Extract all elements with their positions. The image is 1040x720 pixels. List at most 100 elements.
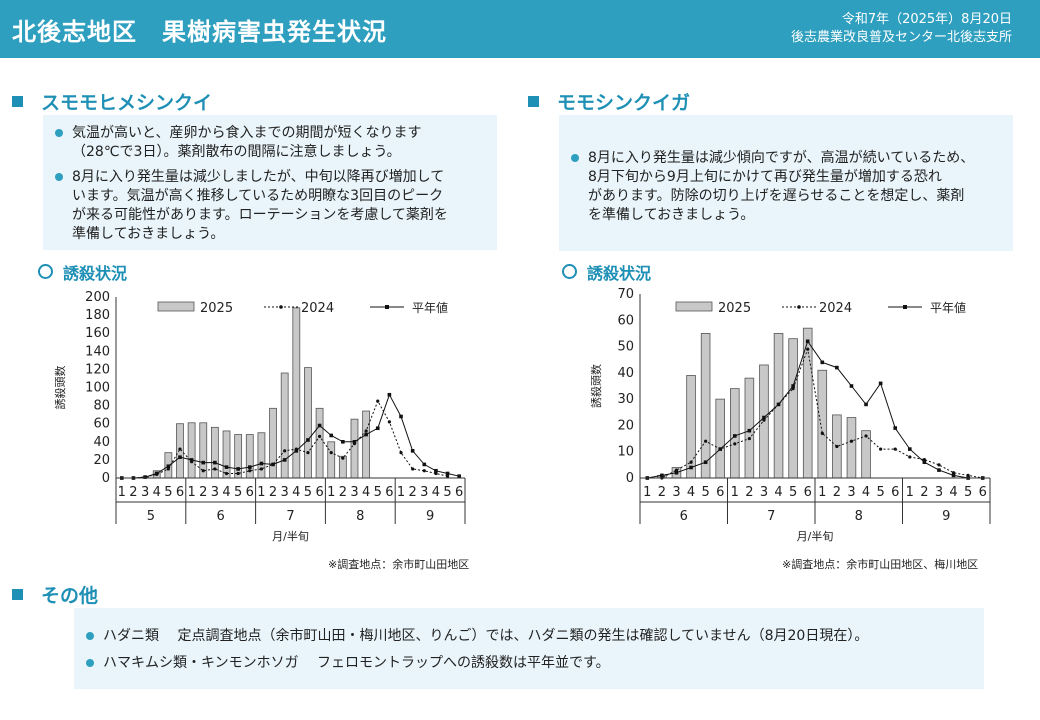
y-tick-label: 60	[93, 417, 110, 432]
point-average	[247, 465, 252, 469]
x-tick-label: 2	[199, 485, 207, 500]
x-tick-label: 5	[701, 485, 709, 500]
x-tick-label: 3	[760, 485, 768, 500]
y-tick-label: 40	[93, 435, 110, 450]
point-2024	[893, 447, 897, 451]
point-2024	[849, 439, 854, 443]
y-tick-label: 0	[626, 471, 634, 486]
y-tick-label: 40	[617, 366, 634, 381]
square-bullet-icon	[12, 96, 23, 107]
bullet-other-2: ハマキムシ類・キンモンホソガ フェロモントラップへの誘殺数は平年並です。	[86, 654, 973, 673]
x-tick-label: 6	[979, 485, 987, 500]
bullet-other-1: ハダニ類 定点調査地点（余市町山田・梅川地区、りんご）では、ハダニ類の発生は確認…	[86, 627, 973, 646]
point-average	[718, 447, 723, 451]
point-2024	[951, 471, 956, 475]
section-title-text: モモシンクイガ	[557, 92, 691, 114]
point-average	[329, 433, 334, 438]
legend-label-2025: 2025	[718, 301, 751, 316]
x-tick-label: 3	[211, 485, 219, 500]
y-axis-label: 誘殺頭数	[53, 366, 67, 410]
bar-2025	[187, 422, 196, 479]
point-average	[445, 471, 450, 476]
x-tick-label: 4	[862, 485, 870, 500]
info-box-momo	[559, 115, 1013, 251]
point-average	[387, 392, 392, 397]
x-tick-label: 6	[385, 485, 393, 500]
x-axis-label: 月/半旬	[797, 529, 834, 543]
point-average	[143, 475, 147, 479]
text-line: （28℃で3日）。薬剤散布の間隔に注意しましょう。	[72, 144, 401, 160]
x-tick-label: 3	[281, 485, 289, 500]
point-average	[201, 460, 206, 465]
bar-2025	[362, 410, 371, 479]
y-tick-label: 140	[85, 344, 110, 359]
point-2024	[806, 347, 810, 351]
point-2024	[248, 469, 252, 473]
point-2024	[422, 469, 426, 473]
point-average	[375, 426, 380, 431]
point-2024	[820, 431, 824, 435]
x-tick-label: 4	[362, 485, 370, 500]
point-average	[951, 473, 956, 478]
x-tick-label: 2	[409, 485, 417, 500]
bar-2025	[304, 367, 312, 479]
month-label: 7	[767, 509, 775, 524]
point-average	[399, 414, 403, 419]
bar-2025	[327, 441, 336, 479]
x-tick-label: 6	[176, 485, 184, 500]
x-tick-label: 3	[847, 485, 855, 500]
section-title-text: スモモヒメシンクイ	[41, 92, 213, 114]
bar-2025	[257, 432, 266, 479]
point-average	[689, 465, 693, 470]
text-line: 8月下旬から9月上旬にかけて再び発生量が増加する恐れ	[588, 169, 942, 185]
point-2024	[213, 467, 217, 471]
x-tick-label: 5	[304, 485, 312, 500]
x-tick-label: 2	[339, 485, 347, 500]
point-average	[878, 381, 883, 386]
point-average	[189, 458, 194, 462]
x-tick-label: 6	[315, 485, 323, 500]
bar-2025	[315, 407, 324, 479]
point-average	[732, 434, 737, 438]
point-average	[849, 384, 854, 388]
point-2024	[259, 467, 264, 471]
section-title-other: その他	[12, 581, 98, 608]
x-tick-label: 4	[292, 485, 300, 500]
bar-2025	[715, 398, 725, 479]
bar-2025	[846, 417, 857, 479]
point-2024	[445, 474, 450, 478]
chart-heading-sumomo: 誘殺状況	[38, 260, 127, 284]
month-label: 9	[942, 509, 950, 524]
point-average	[213, 460, 217, 465]
text-line: 準備しておきましょう。	[72, 226, 225, 242]
bar-2025	[700, 333, 711, 479]
point-average	[791, 384, 795, 388]
point-average	[703, 460, 708, 465]
x-tick-label: 6	[804, 485, 812, 500]
survey-note-momo: ※調査地点：余市町山田地区、梅川地区	[782, 558, 979, 571]
y-tick-label: 0	[102, 471, 110, 486]
issue-date: 令和7年（2025年）8月20日	[841, 12, 1012, 27]
point-2024	[908, 455, 912, 459]
point-average	[776, 402, 781, 407]
point-average	[907, 447, 912, 451]
x-tick-label: 5	[789, 485, 797, 500]
x-tick-label: 3	[672, 485, 680, 500]
bar-2025	[222, 430, 231, 479]
point-2024	[341, 456, 345, 460]
month-label: 6	[680, 509, 688, 524]
bar-2025	[176, 423, 184, 479]
circle-icon	[38, 264, 53, 279]
section-title-momo: モモシンクイガ	[528, 88, 690, 115]
point-2024	[364, 429, 368, 433]
bullet-momo-1: 8月に入り発生量は減少傾向ですが、高温が続いているため、 8月下旬から9月上旬に…	[571, 149, 1008, 225]
point-2024	[399, 451, 403, 455]
point-average	[259, 461, 264, 466]
x-tick-label: 1	[906, 485, 914, 500]
point-average	[922, 460, 927, 465]
legend-label-2024: 2024	[301, 301, 334, 316]
chart-heading-momo: 誘殺状況	[562, 260, 651, 284]
header-info: 令和7年（2025年）8月20日 後志農業改良普及センター北後志支所	[791, 11, 1012, 47]
